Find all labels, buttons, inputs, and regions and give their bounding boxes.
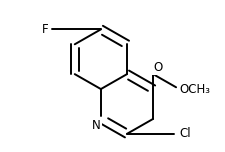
Text: Cl: Cl bbox=[178, 127, 190, 140]
Text: OCH₃: OCH₃ bbox=[178, 83, 209, 96]
Text: F: F bbox=[42, 23, 48, 36]
Text: O: O bbox=[152, 61, 162, 74]
Text: N: N bbox=[92, 119, 100, 132]
